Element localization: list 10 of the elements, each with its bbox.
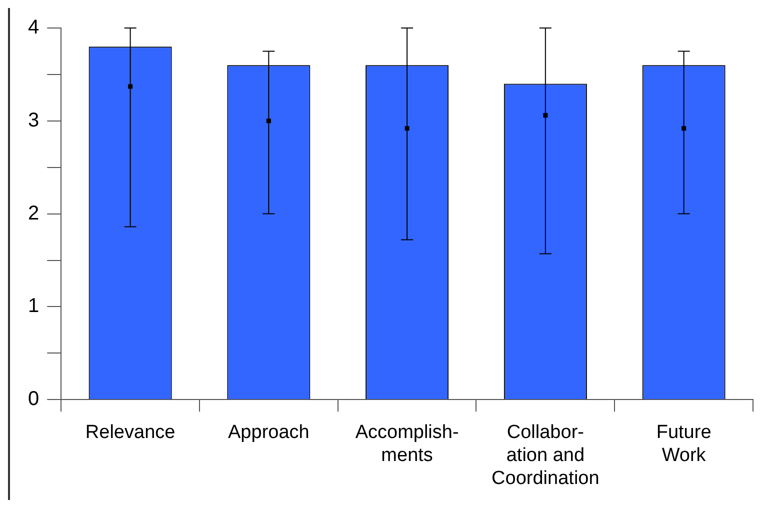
- x-tick-label: Future Work: [656, 422, 712, 466]
- y-tick-label: 2: [28, 202, 40, 224]
- y-tick-label: 0: [28, 388, 40, 410]
- y-tick-label: 3: [28, 109, 40, 132]
- x-tick-label: Accomplish- ments: [355, 422, 459, 466]
- y-tick-label: 1: [28, 295, 40, 318]
- x-tick-label: Relevance: [85, 422, 176, 444]
- x-tick-label: Approach: [228, 422, 310, 444]
- x-tick-label: Collabor- ation and Coordination: [492, 422, 600, 489]
- y-tick-label: 4: [28, 16, 40, 39]
